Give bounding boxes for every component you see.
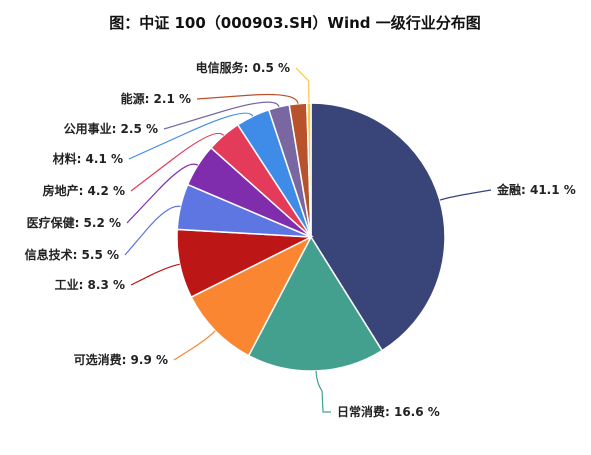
leader-line xyxy=(196,93,299,104)
pie-slice xyxy=(190,235,313,357)
leader-line xyxy=(295,67,310,104)
slice-label: 电信服务: 0.5 % xyxy=(196,60,290,75)
leader-line xyxy=(124,205,181,256)
leader-line xyxy=(126,163,199,224)
pie-slices xyxy=(176,102,446,372)
pie-leader-lines xyxy=(124,67,492,413)
leader-line xyxy=(439,189,492,201)
leader-line xyxy=(163,101,280,130)
slice-label: 工业: 8.3 % xyxy=(55,277,125,292)
slice-label: 能源: 2.1 % xyxy=(121,91,191,106)
leader-line xyxy=(315,370,331,413)
slice-label: 医疗保健: 5.2 % xyxy=(27,215,121,230)
leader-line xyxy=(173,330,216,361)
slice-label: 材料: 4.1 % xyxy=(52,151,123,166)
slice-label: 信息技术: 5.5 % xyxy=(25,247,119,262)
slice-label: 日常消费: 16.6 % xyxy=(337,404,440,419)
leader-line xyxy=(130,263,180,286)
slice-label: 房地产: 4.2 % xyxy=(43,183,125,198)
pie-slice xyxy=(247,235,384,372)
chart-title: 图：中证 100（000903.SH）Wind 一级行业分布图 xyxy=(109,14,481,32)
leader-line xyxy=(128,112,254,160)
slice-label: 可选消费: 9.9 % xyxy=(74,352,168,367)
slice-label: 公用事业: 2.5 % xyxy=(64,121,158,136)
leader-line xyxy=(130,132,225,192)
pie-labels: 金融: 41.1 % 日常消费: 16.6 % 可选消费: 9.9 % 工业: 8.3… xyxy=(25,60,576,419)
slice-label: 金融: 41.1 % xyxy=(496,182,576,197)
